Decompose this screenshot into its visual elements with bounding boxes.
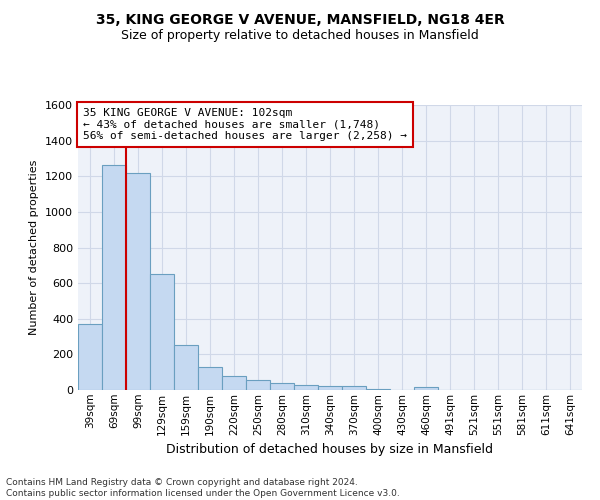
Bar	[198, 367, 222, 390]
Text: Contains HM Land Registry data © Crown copyright and database right 2024.
Contai: Contains HM Land Registry data © Crown c…	[6, 478, 400, 498]
X-axis label: Distribution of detached houses by size in Mansfield: Distribution of detached houses by size …	[167, 443, 493, 456]
Bar	[414, 388, 438, 390]
Bar	[318, 386, 342, 390]
Y-axis label: Number of detached properties: Number of detached properties	[29, 160, 40, 335]
Bar	[126, 172, 150, 390]
Bar	[150, 274, 174, 390]
Bar	[294, 384, 318, 390]
Bar	[366, 389, 390, 390]
Text: 35, KING GEORGE V AVENUE, MANSFIELD, NG18 4ER: 35, KING GEORGE V AVENUE, MANSFIELD, NG1…	[95, 12, 505, 26]
Bar	[174, 344, 198, 390]
Bar	[102, 164, 126, 390]
Bar	[222, 376, 246, 390]
Text: 35 KING GEORGE V AVENUE: 102sqm
← 43% of detached houses are smaller (1,748)
56%: 35 KING GEORGE V AVENUE: 102sqm ← 43% of…	[83, 108, 407, 141]
Text: Size of property relative to detached houses in Mansfield: Size of property relative to detached ho…	[121, 29, 479, 42]
Bar	[270, 383, 294, 390]
Bar	[78, 324, 102, 390]
Bar	[342, 386, 366, 390]
Bar	[246, 380, 270, 390]
